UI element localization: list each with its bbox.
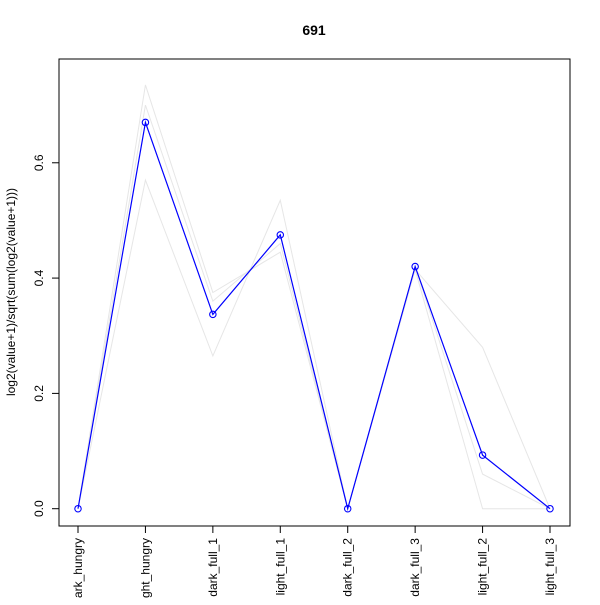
x-tick-label: ght_hungry: [138, 538, 152, 598]
data-point: [74, 504, 82, 513]
y-tick-label: 0.0: [32, 500, 46, 517]
data-point: [546, 504, 554, 513]
highlight-series-line: [77, 120, 551, 512]
y-tick-label: 0.4: [32, 269, 46, 286]
background-series-line: [77, 84, 551, 511]
y-tick-label: 0.2: [32, 385, 46, 402]
x-tick-label: light_full_3: [543, 538, 557, 596]
y-tick-label: 0.6: [32, 154, 46, 171]
chart-title: 691: [302, 22, 326, 38]
data-point: [141, 118, 150, 127]
data-point: [343, 504, 352, 513]
x-tick-label: dark_full_3: [408, 538, 422, 597]
data-point: [411, 262, 419, 271]
data-point: [276, 231, 285, 239]
data-point: [209, 310, 217, 319]
background-series-line: [77, 178, 550, 510]
x-tick-label: light_full_2: [476, 538, 490, 596]
series-layer: [74, 84, 554, 513]
x-axis: ark_hungry ght_hungry dark_full_1 light_ful…: [71, 526, 557, 598]
y-axis: 0.0 0.2 0.4 0.6: [32, 154, 60, 517]
x-tick-label: ark_hungry: [71, 538, 85, 598]
data-point: [478, 451, 487, 459]
y-axis-label: log2(value+1)/sqrt(sum(log2(value+1))): [4, 188, 18, 396]
plot-area: [58, 58, 571, 527]
background-series-line: [77, 104, 551, 511]
x-tick-label: dark_full_1: [206, 538, 220, 597]
x-tick-label: dark_full_2: [341, 538, 355, 597]
x-tick-label: light_full_1: [273, 538, 287, 596]
